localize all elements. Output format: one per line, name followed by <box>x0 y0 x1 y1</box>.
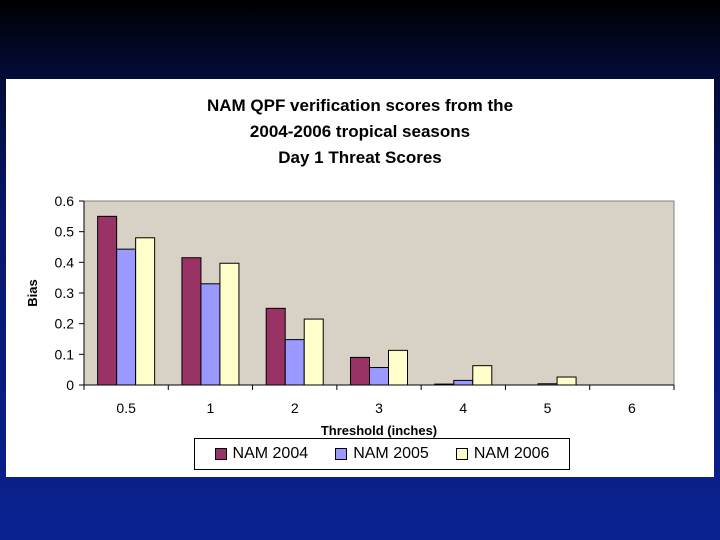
bar-nam-2006 <box>219 262 240 386</box>
legend-item-nam-2006: NAM 2006 <box>455 445 550 463</box>
legend-label-nam-2004: NAM 2004 <box>232 445 309 462</box>
chart-title: NAM QPF verification scores from the 200… <box>6 93 714 171</box>
y-tick-label: 0.5 <box>55 224 75 240</box>
bar-nam-2006 <box>556 376 577 386</box>
bar-nam-2004 <box>434 383 455 386</box>
legend-item-nam-2004: NAM 2004 <box>214 445 309 463</box>
bar-nam-2004 <box>350 356 370 386</box>
x-tick-label: 4 <box>459 400 467 416</box>
bar-nam-2006 <box>135 237 156 386</box>
legend-swatch-nam-2006 <box>455 448 468 460</box>
bar-nam-2005 <box>284 339 305 386</box>
bar-nam-2004 <box>181 257 202 386</box>
legend-item-nam-2005: NAM 2005 <box>335 445 429 463</box>
y-tick-label: 0 <box>66 377 74 393</box>
legend-label-nam-2005: NAM 2005 <box>353 445 429 462</box>
chart-legend: NAM 2004 NAM 2005 NAM 2006 <box>194 438 570 470</box>
x-tick-label: 5 <box>544 400 552 416</box>
chart-panel: NAM QPF verification scores from the 200… <box>6 79 714 477</box>
y-tick-label: 0.2 <box>55 316 75 332</box>
bar-nam-2006 <box>472 365 493 386</box>
bar-nam-2006 <box>388 349 408 386</box>
bar-nam-2005 <box>116 248 137 386</box>
bar-chart: 0 0.1 0.2 0.3 0.4 0.5 0.6 0.5 1 2 3 4 5 6 Threshold (i… <box>25 193 675 438</box>
chart-title-line-3: Day 1 Threat Scores <box>278 148 442 167</box>
x-tick-label: 0.5 <box>116 400 136 416</box>
bar-nam-2005 <box>537 383 558 386</box>
x-tick-label: 2 <box>291 400 299 416</box>
bar-nam-2004 <box>97 215 118 386</box>
bar-nam-2005 <box>369 367 389 386</box>
x-axis-label: Threshold (inches) <box>321 423 437 438</box>
bar-nam-2006 <box>303 318 324 386</box>
y-tick-label: 0.3 <box>55 285 75 301</box>
x-tick-label: 6 <box>628 400 636 416</box>
y-axis-label: Bias <box>25 279 40 306</box>
y-tick-label: 0.1 <box>55 346 75 362</box>
bar-nam-2004 <box>265 307 286 386</box>
legend-swatch-nam-2005 <box>335 448 348 460</box>
legend-label-nam-2006: NAM 2006 <box>473 445 550 462</box>
bar-nam-2005 <box>200 283 221 386</box>
plot-area <box>83 200 675 386</box>
chart-title-line-1: NAM QPF verification scores from the <box>206 96 514 115</box>
y-tick-label: 0.4 <box>55 254 75 270</box>
x-tick-label: 1 <box>207 400 215 416</box>
legend-swatch-nam-2004 <box>214 448 227 460</box>
bar-nam-2005 <box>453 379 474 386</box>
y-tick-label: 0.6 <box>55 193 75 209</box>
chart-title-line-2: 2004-2006 tropical seasons <box>249 122 471 141</box>
x-tick-label: 3 <box>375 400 383 416</box>
